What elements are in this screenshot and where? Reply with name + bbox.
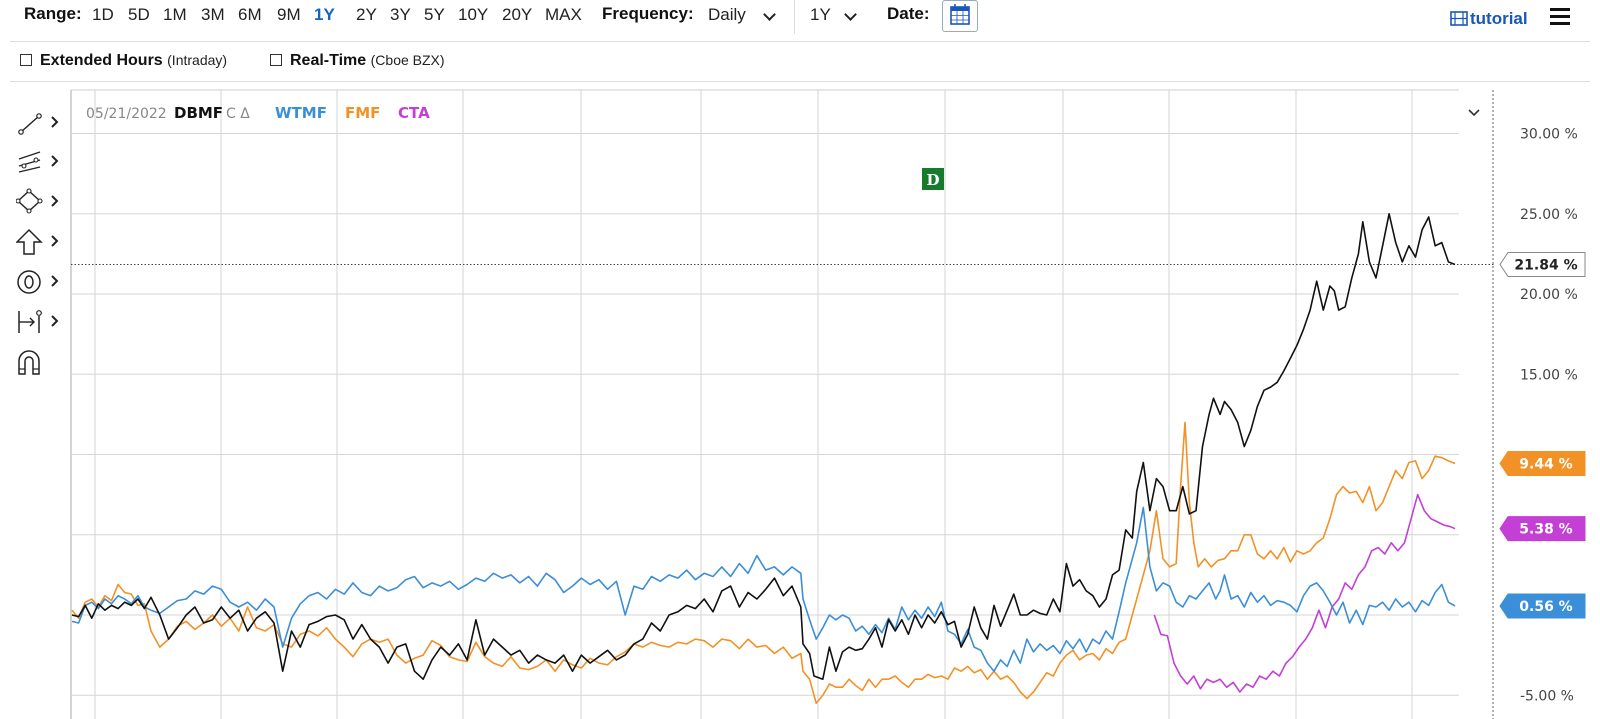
range-button-1m[interactable]: 1M — [163, 5, 187, 24]
multi-line-tool-button[interactable] — [16, 147, 66, 177]
last-value-tag-cta — [1499, 516, 1586, 542]
toolbar-divider — [794, 0, 795, 34]
dividend-marker[interactable] — [922, 168, 944, 190]
legend-main-symbol: DBMF — [174, 104, 223, 122]
series-line-wtmf — [71, 506, 1456, 672]
legend-symbol-fmf[interactable]: FMF — [345, 104, 380, 122]
legend-extras: C Δ — [226, 106, 250, 122]
range-button-3y[interactable]: 3Y — [390, 5, 411, 24]
legend-date: 05/21/2022 — [86, 106, 167, 122]
range-toolbar: Range: 1D 5D 1M 3M 6M 9M 1Y 2Y 3Y 5Y 10Y 20Y MAX Fre… — [0, 0, 1600, 36]
realtime-checkbox[interactable]: Real-Time (Cboe BZX) — [270, 52, 445, 70]
legend-symbol-wtmf[interactable]: WTMF — [275, 104, 327, 122]
last-value-tag-label: 0.56 % — [1519, 599, 1572, 615]
arrow-tool-icon — [15, 228, 59, 255]
series-line-fmf — [71, 421, 1456, 705]
line-tool-icon — [18, 113, 59, 135]
last-value-tag-dbmf — [1499, 251, 1586, 277]
y-tick-label: 25.00 % — [1520, 207, 1578, 223]
series-line-dbmf — [71, 213, 1456, 680]
realtime-label: Real-Time — [290, 52, 367, 69]
last-value-tag-label: 9.44 % — [1519, 456, 1572, 472]
checkbox-icon — [20, 54, 32, 66]
tutorial-label: tutorial — [1470, 9, 1528, 28]
range-button-1d[interactable]: 1D — [92, 5, 114, 24]
legend-chevron-down-icon[interactable] — [1468, 109, 1480, 117]
extended-hours-sub: (Intraday) — [167, 52, 228, 68]
extended-hours-label: Extended Hours — [40, 52, 163, 69]
frequency-label: Frequency: — [602, 4, 694, 23]
text-tool-button[interactable] — [16, 267, 66, 297]
realtime-sub: (Cboe BZX) — [370, 52, 445, 68]
magnet-button[interactable] — [16, 347, 66, 377]
magnet-icon — [18, 350, 40, 375]
y-tick-label: 20.00 % — [1520, 287, 1578, 303]
extended-hours-checkbox[interactable]: Extended Hours (Intraday) — [20, 52, 227, 70]
y-tick-label: 15.00 % — [1520, 367, 1578, 383]
series-line-cta — [1153, 493, 1456, 693]
range-button-1y[interactable]: 1Y — [314, 5, 335, 24]
range-label: Range: — [24, 4, 82, 23]
calendar-button[interactable] — [942, 0, 978, 32]
line-tool-button[interactable] — [16, 108, 66, 138]
options-divider-line — [10, 81, 1590, 82]
shape-tool-button[interactable] — [15, 187, 66, 217]
range-button-5d[interactable]: 5D — [128, 5, 150, 24]
period-select[interactable]: 1Y — [810, 5, 831, 24]
checkbox-icon — [270, 54, 282, 66]
last-value-tag-fmf — [1499, 450, 1586, 476]
y-tick-label: 30.00 % — [1520, 127, 1578, 143]
date-label: Date: — [887, 4, 930, 23]
frequency-chevron-down-icon[interactable] — [763, 8, 776, 21]
film-icon — [1450, 11, 1468, 26]
shape-tool-icon — [15, 188, 59, 214]
range-button-5y[interactable]: 5Y — [424, 5, 445, 24]
dividend-marker-label: D — [926, 171, 939, 189]
range-button-10y[interactable]: 10Y — [458, 5, 489, 24]
frequency-select[interactable]: Daily — [708, 5, 746, 24]
multi-line-tool-icon — [18, 151, 59, 173]
range-button-2y[interactable]: 2Y — [356, 5, 377, 24]
menu-hamburger-icon[interactable] — [1550, 8, 1570, 26]
last-value-tag-label: 5.38 % — [1519, 522, 1572, 538]
range-button-3m[interactable]: 3M — [201, 5, 225, 24]
calendar-icon — [950, 4, 970, 25]
y-tick-label: -5.00 % — [1520, 688, 1574, 704]
measure-tool-icon — [18, 310, 59, 333]
range-button-6m[interactable]: 6M — [238, 5, 262, 24]
last-value-tag-label: 21.84 % — [1514, 257, 1577, 273]
text-tool-icon — [17, 270, 59, 294]
legend-symbol-cta[interactable]: CTA — [398, 104, 430, 122]
measure-tool-button[interactable] — [16, 307, 66, 337]
range-button-20y[interactable]: 20Y — [502, 5, 533, 24]
range-button-max[interactable]: MAX — [545, 5, 582, 24]
last-value-tag-wtmf — [1499, 593, 1586, 619]
arrow-tool-button[interactable] — [15, 227, 66, 257]
toolbar-divider-line — [10, 41, 1590, 42]
period-chevron-down-icon[interactable] — [844, 8, 857, 21]
range-button-9m[interactable]: 9M — [277, 5, 301, 24]
tutorial-link[interactable]: tutorial — [1450, 9, 1528, 29]
